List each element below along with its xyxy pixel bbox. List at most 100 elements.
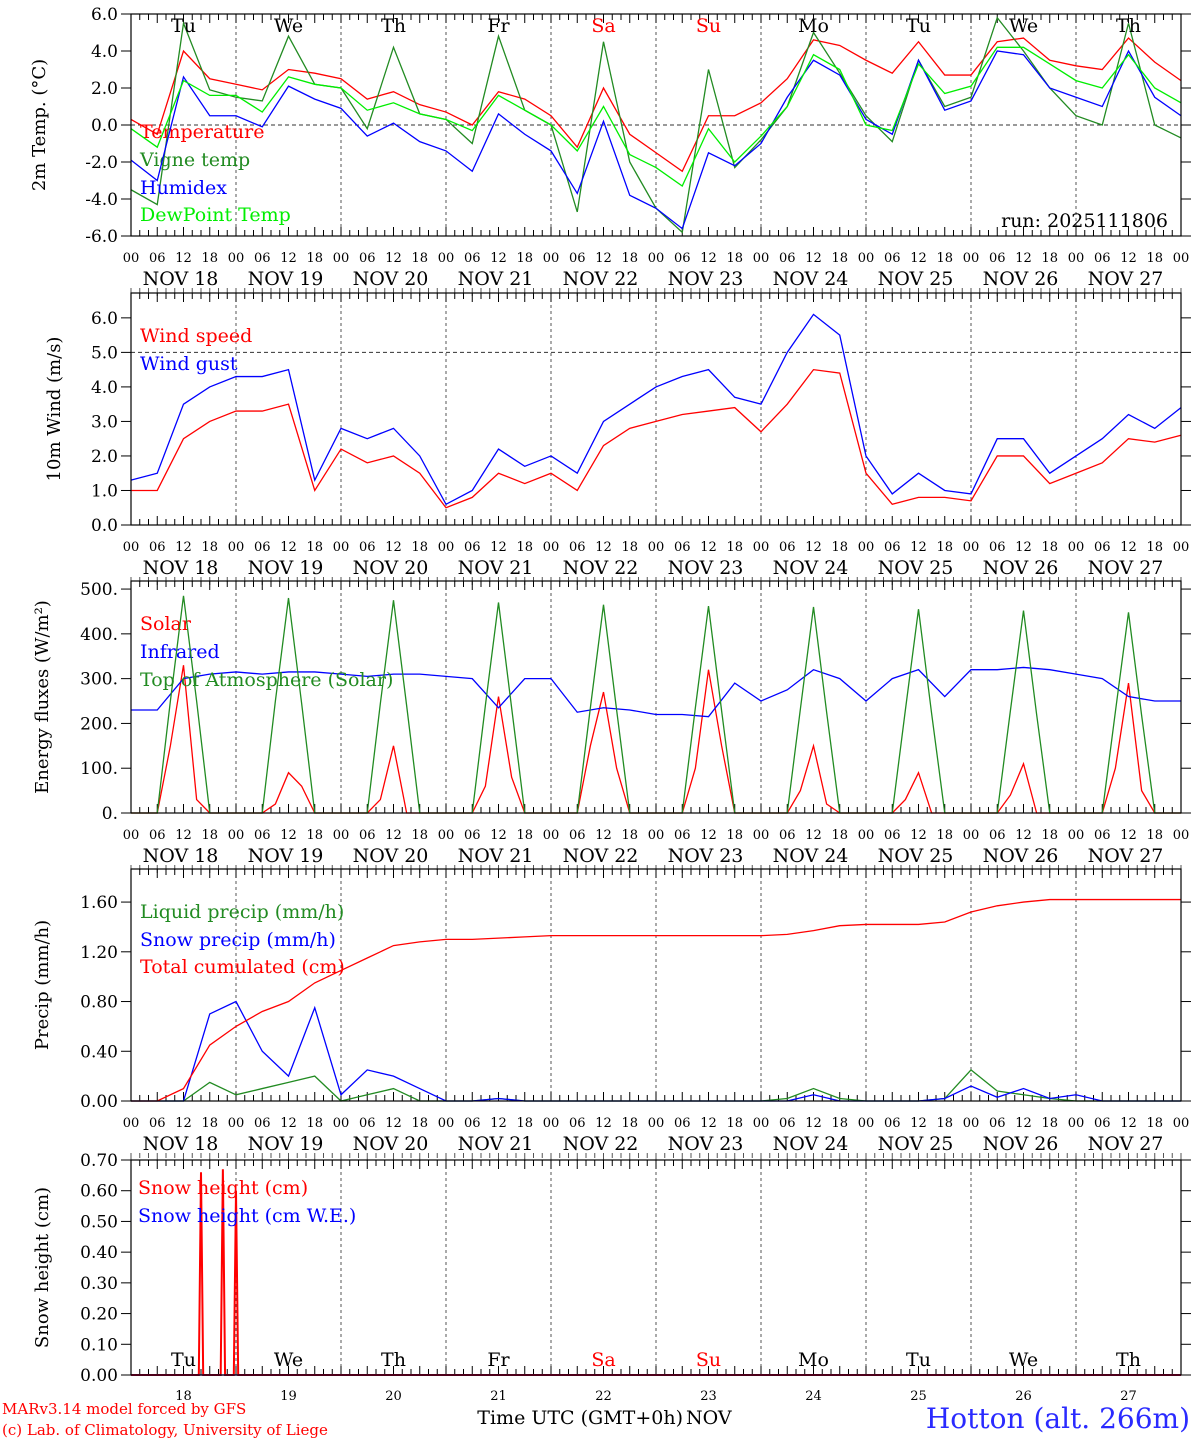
legend-wind-gust: Wind gust xyxy=(140,353,238,375)
panel-10m-wind-m-s: Wind speed Wind gust 6.0 5.0 4.0 3.0 2.0 1.0 0.0… xyxy=(44,292,1191,585)
hour-label: 00 xyxy=(228,1116,245,1131)
hour-label: 00 xyxy=(228,540,245,555)
hour-label: 00 xyxy=(963,251,980,266)
hour-label: 06 xyxy=(149,828,166,843)
hour-label: 12 xyxy=(910,828,927,843)
hour-label: 18 xyxy=(516,1116,533,1131)
hour-label: 06 xyxy=(779,828,796,843)
day-number: 21 xyxy=(490,1389,507,1404)
hour-label: 18 xyxy=(1041,828,1058,843)
y-tick-label: 0. xyxy=(102,804,118,824)
hour-label: 00 xyxy=(543,1116,560,1131)
hour-label: 18 xyxy=(201,828,218,843)
hour-label: 18 xyxy=(516,540,533,555)
date-label: NOV 19 xyxy=(248,845,324,867)
y-tick-label: 0.00 xyxy=(80,1366,118,1386)
series-line-wind-gust xyxy=(130,313,1182,506)
hour-label: 06 xyxy=(569,540,586,555)
hour-label: 12 xyxy=(280,251,297,266)
y-tick-label: 0.70 xyxy=(80,1151,118,1171)
panel-2m-temp-c: Temperature Vigne temp Humidex DewPoint Tem… xyxy=(29,5,1191,296)
hour-label: 18 xyxy=(621,540,638,555)
weekday-label: We xyxy=(274,1349,303,1371)
y-tick-label: 1.20 xyxy=(80,943,118,963)
hour-label: 18 xyxy=(831,828,848,843)
hour-label: 18 xyxy=(411,251,428,266)
hour-label: 12 xyxy=(595,828,612,843)
date-label: NOV 23 xyxy=(668,845,744,867)
hour-label: 00 xyxy=(228,251,245,266)
y-axis-label: 10m Wind (m/s) xyxy=(44,337,65,482)
hour-label: 00 xyxy=(438,540,455,555)
date-label: NOV 25 xyxy=(878,845,954,867)
date-label: NOV 21 xyxy=(458,1133,534,1155)
date-label: NOV 21 xyxy=(458,845,534,867)
legend-dewpoint-temp: DewPoint Temp xyxy=(140,204,291,226)
weekday-label: Th xyxy=(381,15,406,37)
weekday-label: Th xyxy=(381,1349,406,1371)
hour-label: 00 xyxy=(333,1116,350,1131)
y-tick-label: 4.0 xyxy=(91,42,118,62)
weekday-label: We xyxy=(274,15,303,37)
hour-label: 06 xyxy=(989,828,1006,843)
hour-label: 00 xyxy=(648,540,665,555)
series-line-temperature xyxy=(130,37,1182,173)
date-label: NOV 22 xyxy=(563,1133,639,1155)
hour-label: 12 xyxy=(490,1116,507,1131)
hour-label: 00 xyxy=(1068,251,1085,266)
weekday-label: Tu xyxy=(171,15,196,37)
y-axis-label: 2m Temp. (°C) xyxy=(29,59,50,191)
y-tick-label: -6.0 xyxy=(85,227,118,247)
hour-label: 00 xyxy=(1068,828,1085,843)
date-label: NOV 18 xyxy=(143,845,219,867)
hour-label: 12 xyxy=(805,828,822,843)
y-axis-label: Energy fluxes (W/m²) xyxy=(32,600,53,794)
hour-label: 12 xyxy=(1120,828,1137,843)
hour-label: 06 xyxy=(464,1116,481,1131)
hour-label: 06 xyxy=(989,251,1006,266)
hour-label: 12 xyxy=(280,1116,297,1131)
day-number: 20 xyxy=(385,1389,402,1404)
series-line-dewpoint-temp xyxy=(130,46,1182,188)
day-number: 26 xyxy=(1015,1389,1032,1404)
hour-label: 06 xyxy=(569,251,586,266)
hour-label: 00 xyxy=(963,540,980,555)
hour-label: 06 xyxy=(674,828,691,843)
hour-label: 12 xyxy=(805,540,822,555)
date-label: NOV 20 xyxy=(353,557,429,579)
hour-label: 12 xyxy=(700,1116,717,1131)
hour-label: 18 xyxy=(936,1116,953,1131)
hour-label: 00 xyxy=(333,251,350,266)
hour-label: 00 xyxy=(123,1116,140,1131)
hour-label: 12 xyxy=(700,828,717,843)
hour-label: 00 xyxy=(123,251,140,266)
hour-label: 18 xyxy=(306,540,323,555)
legend-temperature: Temperature xyxy=(140,121,264,143)
legend-vigne-temp: Vigne temp xyxy=(139,149,250,171)
hour-label: 12 xyxy=(595,540,612,555)
hour-label: 12 xyxy=(595,251,612,266)
hour-label: 18 xyxy=(621,1116,638,1131)
plot-frame xyxy=(130,292,1182,526)
y-tick-label: 2.0 xyxy=(91,79,118,99)
date-label: NOV 25 xyxy=(878,268,954,290)
hour-label: 06 xyxy=(884,540,901,555)
date-label: NOV 18 xyxy=(143,557,219,579)
hour-label: 12 xyxy=(910,1116,927,1131)
hour-label: 06 xyxy=(359,828,376,843)
hour-label: 00 xyxy=(333,828,350,843)
hour-label: 00 xyxy=(123,540,140,555)
legend-wind-speed: Wind speed xyxy=(140,325,252,347)
date-label: NOV 21 xyxy=(458,268,534,290)
date-label: NOV 26 xyxy=(983,1133,1059,1155)
hour-label: 00 xyxy=(858,828,875,843)
y-tick-label: 6.0 xyxy=(91,309,118,329)
date-label: NOV 23 xyxy=(668,557,744,579)
weekday-label: Tu xyxy=(171,1349,196,1371)
series-line-infrared xyxy=(131,666,1181,718)
y-axis-label: Snow height (cm) xyxy=(32,1187,53,1348)
hour-label: 00 xyxy=(753,828,770,843)
date-label: NOV 19 xyxy=(248,1133,324,1155)
hour-label: 18 xyxy=(201,1116,218,1131)
hour-label: 06 xyxy=(884,251,901,266)
